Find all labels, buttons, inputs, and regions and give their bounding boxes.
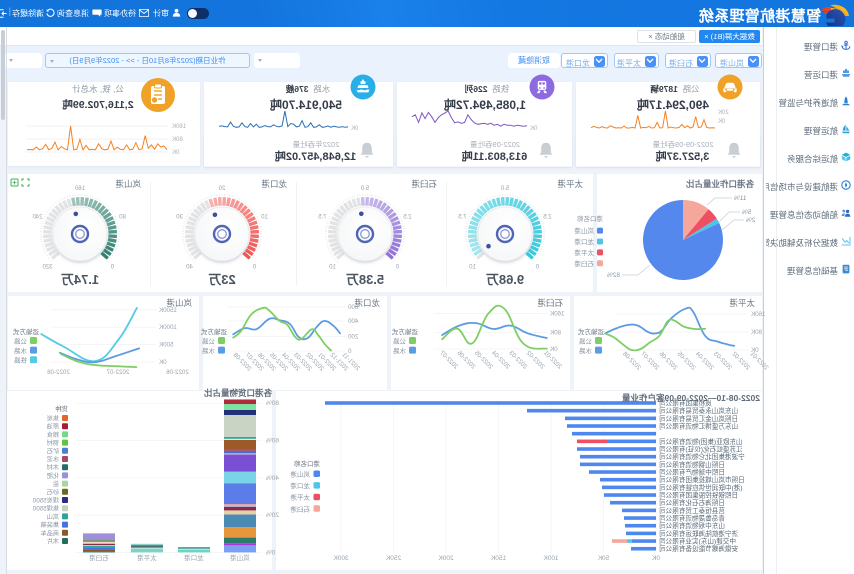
svg-text:160K: 160K (750, 311, 765, 318)
svg-text:40%: 40% (266, 475, 279, 482)
svg-text:商品车: 商品车 (40, 529, 59, 537)
svg-text:山东万盛博汇物流有限公司: 山东万盛博汇物流有限公司 (659, 422, 738, 431)
svg-text:运输方式: 运输方式 (392, 327, 419, 336)
svg-text:宁波港集团北仑物流有限公司: 宁波港集团北仑物流有限公司 (659, 452, 745, 461)
svg-text:160K: 160K (549, 310, 564, 317)
svg-text:150K: 150K (490, 555, 506, 562)
svg-text:公路: 公路 (393, 337, 407, 346)
svg-text:20%: 20% (266, 512, 279, 519)
svg-text:太平港: 太平港 (290, 493, 310, 502)
svg-text:济宁港航陆海联运有限公司: 济宁港航陆海联运有限公司 (659, 529, 738, 538)
svg-text:公路: 公路 (579, 337, 593, 346)
svg-text:公路: 公路 (202, 337, 216, 346)
svg-text:2022-08: 2022-08 (47, 369, 70, 376)
svg-text:1000K: 1000K (158, 324, 177, 331)
svg-text:港口名称: 港口名称 (577, 214, 604, 223)
svg-text:水路: 水路 (579, 346, 593, 355)
svg-text:水路: 水路 (14, 346, 28, 355)
svg-text:0K: 0K (549, 346, 557, 353)
svg-text:日照中瑞物产有限公司: 日照中瑞物产有限公司 (659, 468, 725, 477)
svg-text:龙口港: 龙口港 (290, 481, 310, 490)
svg-text:木片: 木片 (47, 538, 59, 546)
svg-text:80K: 80K (549, 329, 561, 336)
svg-text:青岛鲁晟物流有限公司: 青岛鲁晟物流有限公司 (659, 514, 725, 523)
svg-text:原油: 原油 (47, 423, 59, 431)
svg-text:200K: 200K (438, 555, 454, 562)
svg-text:1500K: 1500K (158, 307, 177, 314)
svg-text:木材: 木材 (47, 464, 59, 472)
svg-text:焦炭: 焦炭 (47, 415, 59, 423)
svg-text:水泥: 水泥 (47, 456, 59, 464)
svg-text:运输方式: 运输方式 (13, 327, 40, 336)
svg-text:500K: 500K (158, 342, 173, 349)
svg-text:日照钢铁控股集团有限公司: 日照钢铁控股集团有限公司 (659, 491, 738, 500)
svg-text:钢材: 钢材 (47, 439, 59, 447)
svg-text:岚山港: 岚山港 (574, 226, 594, 235)
svg-text:50K: 50K (597, 555, 609, 562)
svg-text:运输方式: 运输方式 (201, 327, 228, 336)
svg-text:水路: 水路 (393, 346, 407, 355)
svg-text:日照市岚山城投集团有限公司: 日照市岚山城投集团有限公司 (659, 475, 745, 484)
svg-text:0K: 0K (158, 359, 166, 366)
svg-text:货种: 货种 (55, 404, 68, 413)
svg-text:矿石: 矿石 (47, 447, 59, 455)
svg-text:日照岚山金汇贸易有限公司: 日照岚山金汇贸易有限公司 (659, 414, 738, 423)
svg-text:山东岚山永泰贸易有限公司: 山东岚山永泰贸易有限公司 (659, 406, 738, 415)
svg-text:江苏盛虹石化(仪征)有限公司: 江苏盛虹石化(仪征)有限公司 (659, 445, 743, 454)
svg-text:2022-07: 2022-07 (106, 369, 129, 376)
svg-text:82%: 82% (607, 272, 620, 279)
svg-text:公路: 公路 (14, 337, 28, 346)
svg-text:日照海右石化有限公司: 日照海右石化有限公司 (659, 498, 725, 507)
svg-text:岚山: 岚山 (47, 513, 59, 521)
svg-text:11%: 11% (734, 195, 747, 202)
svg-text:300K: 300K (333, 555, 349, 562)
svg-text:岚桥集团有限公司: 岚桥集团有限公司 (659, 399, 712, 408)
svg-text:煤炭5500: 煤炭5500 (32, 497, 59, 505)
svg-text:250K: 250K (385, 555, 401, 562)
svg-text:运输方式: 运输方式 (578, 327, 605, 336)
svg-text:200: 200 (347, 333, 358, 340)
svg-text:0: 0 (347, 348, 351, 355)
svg-text:岚山港: 岚山港 (290, 470, 310, 479)
svg-text:0K: 0K (651, 555, 660, 562)
svg-text:莒县恒泰工贸有限公司: 莒县恒泰工贸有限公司 (659, 506, 725, 515)
svg-text:0%: 0% (266, 549, 276, 556)
svg-text:安徽海螺节能设备有限公司: 安徽海螺节能设备有限公司 (659, 544, 738, 553)
svg-text:集装箱: 集装箱 (40, 521, 59, 529)
svg-text:太平港: 太平港 (574, 248, 594, 257)
svg-text:中交建(山东)实业有限公司: 中交建(山东)实业有限公司 (659, 537, 736, 546)
svg-text:400: 400 (347, 318, 358, 325)
svg-text:0K: 0K (750, 347, 758, 354)
svg-text:80%: 80% (266, 400, 279, 407)
svg-text:龙口港: 龙口港 (184, 553, 204, 562)
svg-text:铁路: 铁路 (14, 356, 28, 365)
svg-text:太平港: 太平港 (137, 553, 157, 562)
svg-text:石臼港: 石臼港 (574, 259, 594, 268)
svg-text:山东欧亚(集团)物流有限公司: 山东欧亚(集团)物流有限公司 (659, 437, 743, 446)
svg-text:焦煤5500: 焦煤5500 (32, 505, 59, 513)
svg-text:(港)中联润世供应链有限公司: (港)中联润世供应链有限公司 (659, 483, 743, 492)
svg-text:粮食: 粮食 (46, 431, 59, 439)
svg-text:山东中垠物流有限公司: 山东中垠物流有限公司 (659, 521, 725, 530)
svg-text:砂石: 砂石 (47, 488, 59, 496)
svg-text:石臼港: 石臼港 (89, 553, 109, 562)
svg-text:龙口港: 龙口港 (574, 237, 594, 246)
svg-text:石臼港: 石臼港 (290, 504, 310, 513)
svg-text:化肥: 化肥 (47, 472, 59, 480)
svg-text:2%: 2% (746, 217, 756, 224)
svg-text:2022-06: 2022-06 (166, 369, 189, 376)
svg-text:80K: 80K (750, 329, 762, 336)
svg-text:600: 600 (347, 304, 358, 311)
svg-text:5%: 5% (742, 209, 752, 216)
svg-text:港口名称: 港口名称 (294, 459, 321, 468)
svg-text:水路: 水路 (202, 346, 216, 355)
svg-text:100K: 100K (543, 555, 559, 562)
svg-text:岚山港: 岚山港 (230, 553, 250, 562)
svg-text:日照山钢物流有限公司: 日照山钢物流有限公司 (659, 460, 725, 469)
svg-text:盐: 盐 (53, 480, 59, 488)
svg-text:60%: 60% (266, 438, 279, 445)
